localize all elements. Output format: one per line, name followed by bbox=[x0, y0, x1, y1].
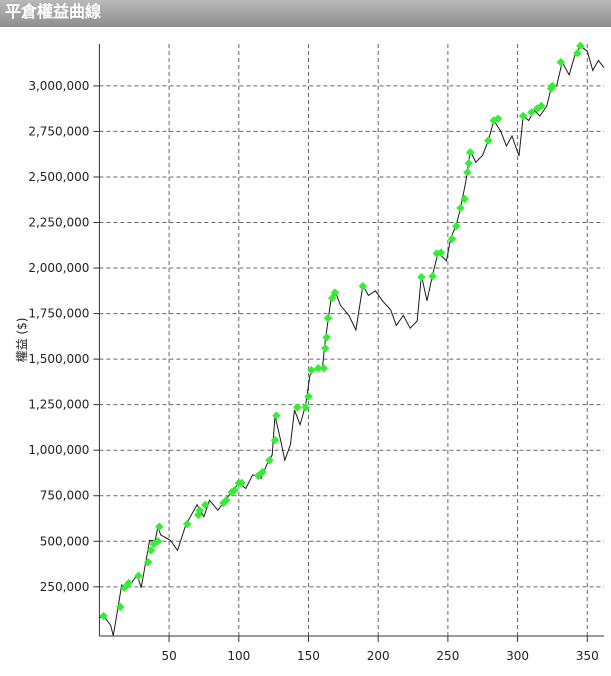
y-tick-label: 500,000 bbox=[40, 534, 90, 548]
new-high-marker bbox=[230, 486, 239, 495]
new-high-marker bbox=[270, 435, 280, 445]
new-high-marker bbox=[436, 248, 446, 257]
new-high-marker bbox=[460, 194, 469, 204]
y-tick-label: 1,000,000 bbox=[28, 443, 89, 457]
y-tick-label: 2,500,000 bbox=[28, 170, 89, 184]
new-high-marker bbox=[452, 221, 461, 231]
new-high-marker bbox=[301, 403, 310, 412]
new-high-marker bbox=[222, 496, 231, 505]
new-high-marker bbox=[319, 363, 329, 373]
title-bar bbox=[0, 0, 611, 27]
x-tick-label: 200 bbox=[367, 649, 390, 663]
new-high-marker bbox=[99, 611, 108, 621]
new-high-marker bbox=[417, 272, 426, 282]
new-high-marker bbox=[134, 571, 143, 581]
new-high-marker bbox=[182, 519, 192, 529]
new-high-marker bbox=[493, 114, 503, 123]
new-high-marker bbox=[320, 343, 330, 353]
y-tick-label: 2,750,000 bbox=[28, 124, 89, 138]
new-high-marker bbox=[358, 282, 368, 291]
y-tick-label: 1,500,000 bbox=[28, 352, 89, 366]
y-tick-label: 250,000 bbox=[40, 580, 90, 594]
equity-line bbox=[99, 45, 605, 636]
new-high-marker bbox=[447, 234, 457, 244]
x-tick-label: 350 bbox=[576, 649, 599, 663]
new-high-marker bbox=[464, 159, 474, 168]
new-high-marker bbox=[293, 403, 302, 412]
new-high-marker bbox=[484, 136, 493, 145]
new-high-marker bbox=[330, 288, 340, 297]
new-high-marker bbox=[314, 363, 323, 373]
x-tick-label: 150 bbox=[297, 649, 320, 663]
x-tick-label: 50 bbox=[161, 649, 176, 663]
new-high-marker bbox=[463, 168, 472, 177]
new-high-marker bbox=[155, 522, 164, 531]
new-high-marker bbox=[304, 392, 313, 401]
new-high-marker bbox=[323, 313, 333, 323]
new-high-marker bbox=[265, 455, 274, 465]
new-high-marker bbox=[456, 203, 465, 213]
y-tick-label: 2,000,000 bbox=[28, 261, 89, 275]
y-tick-label: 2,250,000 bbox=[28, 216, 89, 230]
new-high-marker bbox=[307, 365, 316, 375]
x-tick-label: 300 bbox=[506, 649, 529, 663]
y-tick-label: 3,000,000 bbox=[28, 79, 89, 93]
new-high-marker bbox=[428, 272, 437, 281]
y-tick-label: 1,250,000 bbox=[28, 398, 89, 412]
new-high-marker bbox=[201, 500, 210, 510]
x-tick-label: 250 bbox=[436, 649, 459, 663]
new-high-marker bbox=[237, 478, 246, 488]
y-tick-label: 750,000 bbox=[40, 489, 90, 503]
new-high-marker bbox=[272, 411, 281, 420]
y-axis-label: 權益 ($) bbox=[15, 318, 29, 363]
new-high-marker bbox=[258, 467, 267, 477]
chart-title: 平倉權益曲線 bbox=[5, 2, 101, 21]
y-tick-label: 1,750,000 bbox=[28, 307, 89, 321]
x-tick-label: 100 bbox=[227, 649, 250, 663]
new-high-marker bbox=[322, 333, 331, 342]
new-high-marker bbox=[576, 41, 585, 51]
new-high-marker bbox=[465, 148, 475, 157]
